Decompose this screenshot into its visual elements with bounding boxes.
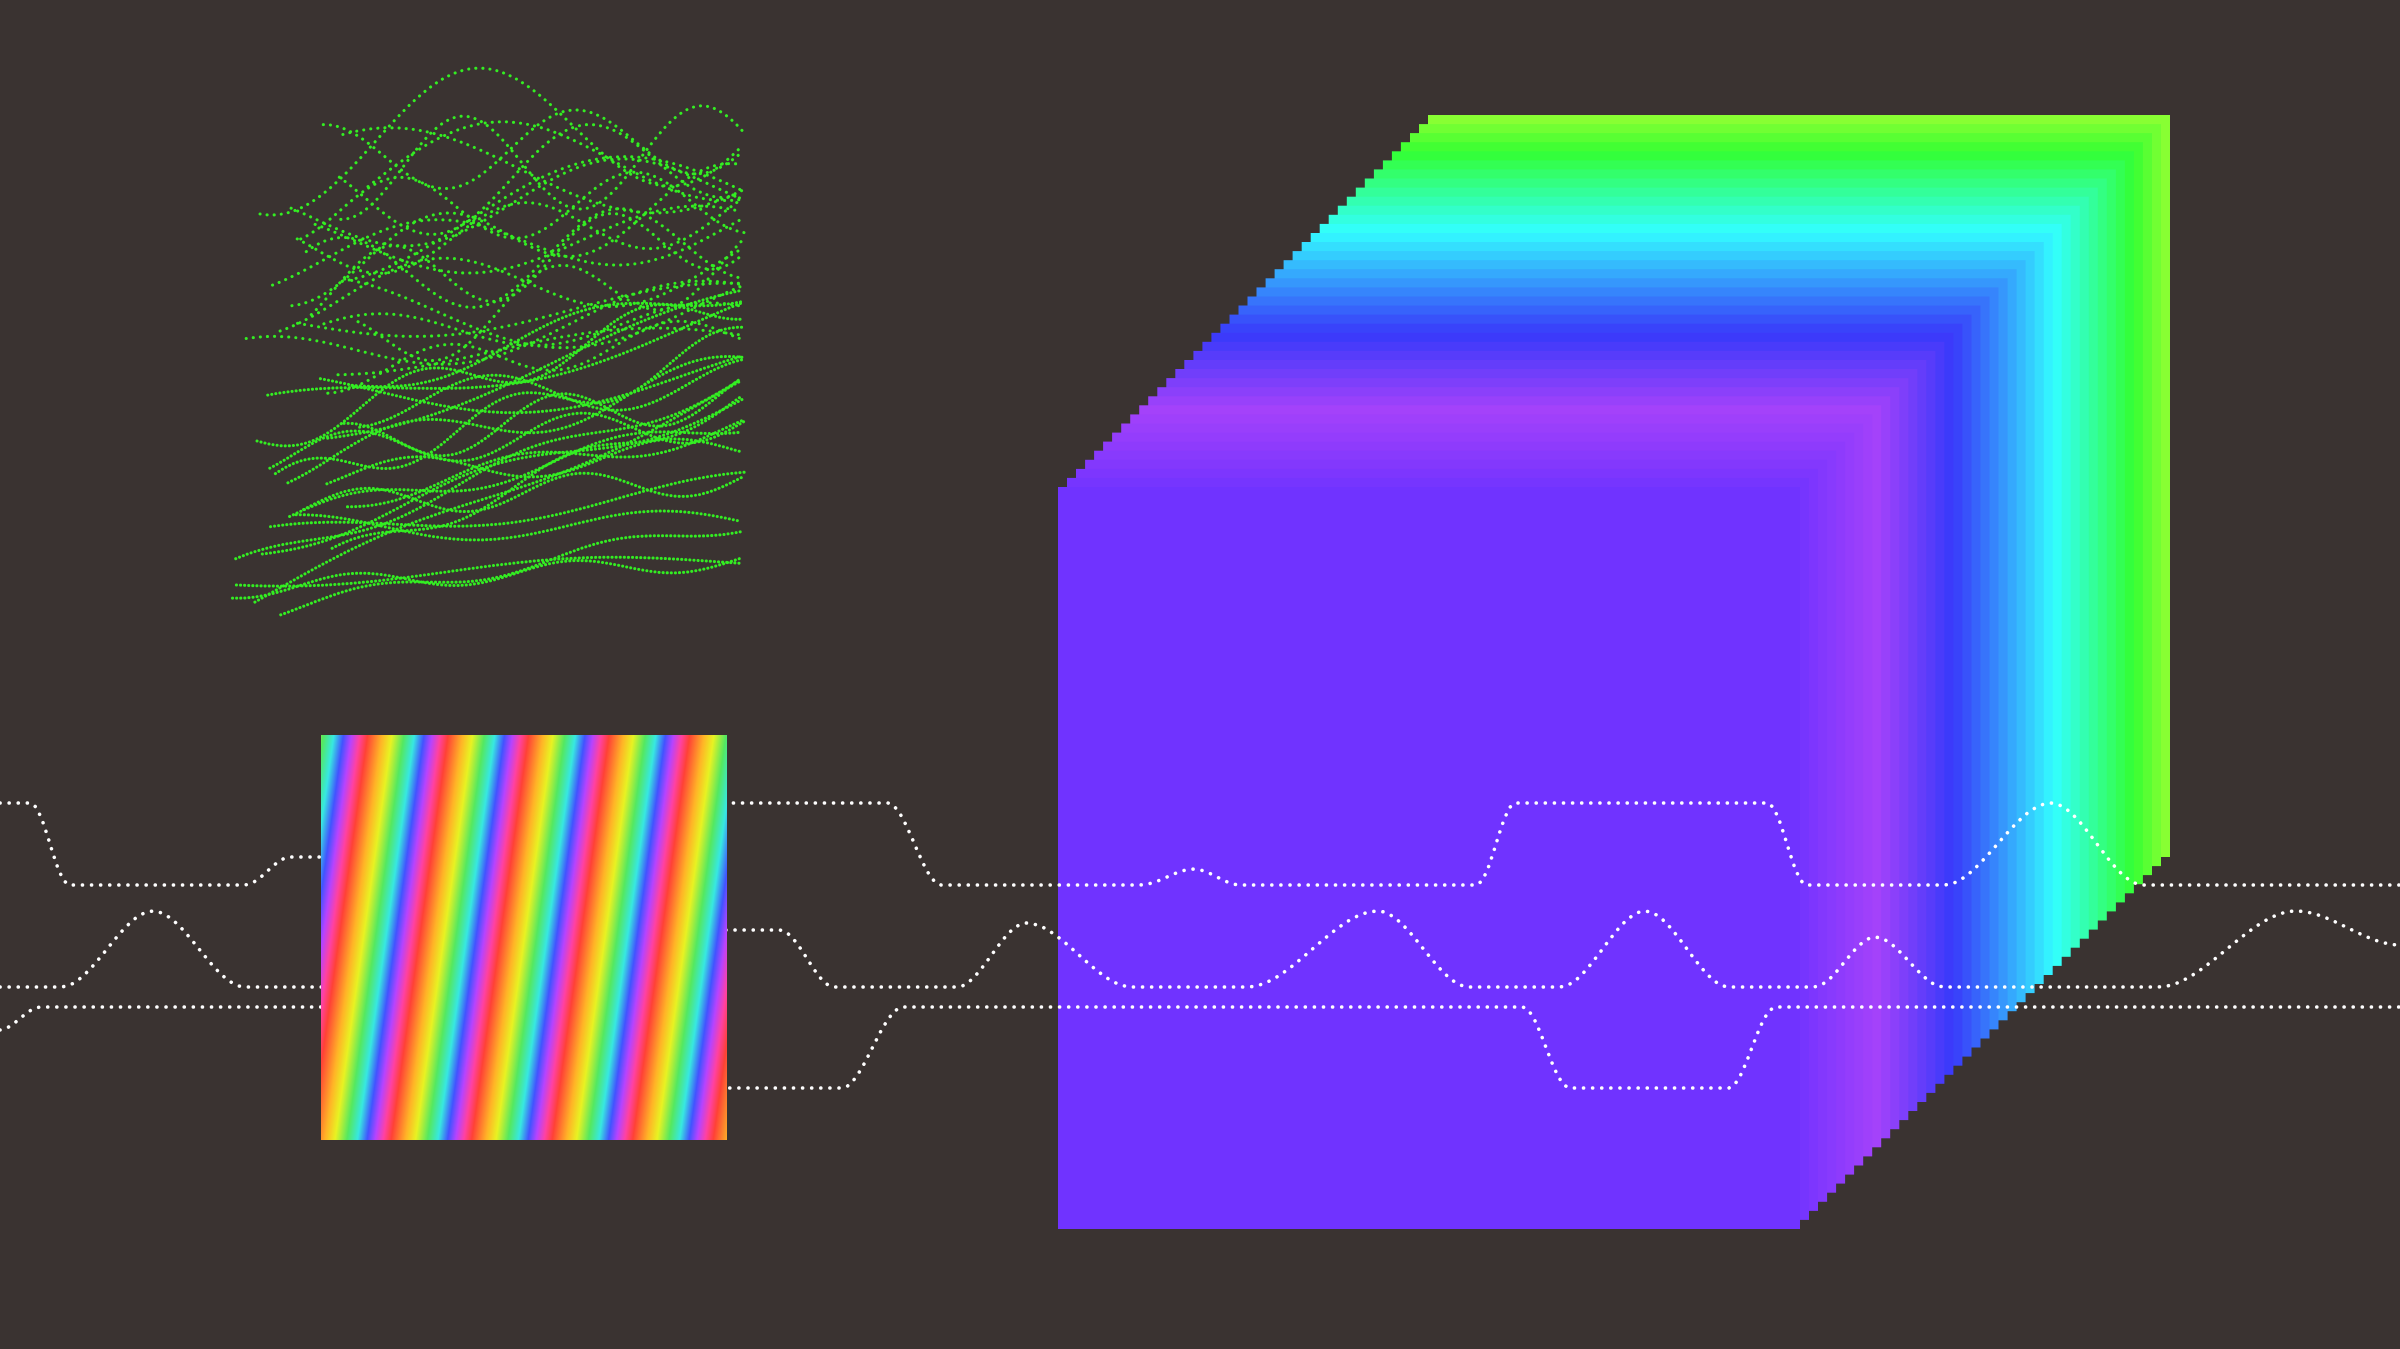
green-curve <box>255 303 745 448</box>
green-curve <box>258 66 742 217</box>
green-curve <box>268 411 746 470</box>
green-curve <box>350 300 744 389</box>
green-curve <box>340 155 746 283</box>
heatmap-sheen <box>321 735 727 1140</box>
green-curve <box>288 430 742 518</box>
green-curve <box>304 207 746 309</box>
green-curve <box>325 437 743 486</box>
green-curve <box>358 357 746 429</box>
green-curve <box>295 197 743 275</box>
green-curve <box>286 355 746 485</box>
cube <box>1058 115 2170 1229</box>
green-curve <box>269 470 746 529</box>
green-curve <box>341 126 747 215</box>
curve-cluster <box>231 66 747 617</box>
green-curve <box>266 301 744 397</box>
green-curve <box>234 555 742 588</box>
green-curve <box>273 325 745 476</box>
green-curve <box>290 162 744 308</box>
green-curve <box>294 509 742 542</box>
green-curve <box>330 395 742 550</box>
green-curve <box>322 301 746 347</box>
green-curve <box>289 157 743 248</box>
green-curve <box>346 418 745 509</box>
green-curve <box>234 378 742 561</box>
green-curve <box>343 277 743 350</box>
green-curve <box>253 379 743 604</box>
green-curve <box>296 281 743 338</box>
heatmap <box>321 735 727 1140</box>
green-curve <box>278 247 744 333</box>
green-curve <box>313 204 743 275</box>
cube-layer <box>1058 487 1800 1229</box>
green-curve <box>231 556 744 600</box>
green-curve <box>279 529 745 617</box>
green-curve <box>366 120 742 202</box>
green-curve <box>271 218 742 287</box>
green-curve <box>302 471 744 514</box>
green-curve <box>244 279 746 366</box>
green-curve <box>337 122 743 236</box>
heatmap-stripes <box>321 735 727 1140</box>
green-curve <box>309 211 745 317</box>
green-curve <box>339 104 745 221</box>
green-curve <box>299 170 747 241</box>
green-curve <box>318 355 742 415</box>
